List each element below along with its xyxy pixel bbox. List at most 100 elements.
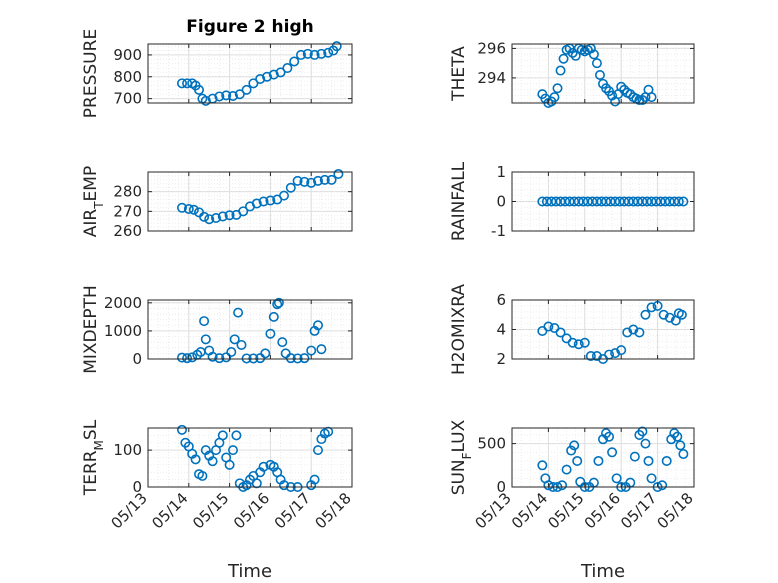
data-point — [637, 426, 648, 437]
y-tick-label: 1000 — [104, 322, 142, 340]
data-point — [678, 196, 689, 207]
y-axis-label: PRESSURE — [81, 29, 101, 118]
y-label-base: SUN — [449, 459, 469, 495]
data-point — [549, 92, 560, 103]
data-point — [248, 353, 259, 364]
data-point — [607, 447, 618, 458]
x-tick-label: 05/15 — [189, 489, 232, 532]
data-point — [672, 431, 683, 442]
data-point — [616, 345, 627, 356]
data-point — [646, 302, 657, 313]
axes-box — [511, 43, 695, 104]
data-point — [323, 426, 334, 437]
data-point — [224, 459, 235, 470]
data-point — [537, 460, 548, 471]
data-point — [594, 69, 605, 80]
data-point — [255, 73, 266, 84]
y-label-base: TERR — [81, 450, 101, 496]
y-tick-label: 800 — [113, 68, 142, 86]
subplot-pressure: 700 800 900 PRESSURE Figure 2 high — [81, 17, 353, 118]
x-tick-label: 05/16 — [581, 489, 624, 532]
data-point — [676, 309, 687, 320]
data-point — [567, 337, 578, 348]
subplot-rainfall: -1 0 1 RAINFALL — [449, 161, 695, 241]
subplot-theta: 294 296 THETA — [449, 39, 695, 109]
y-tick-label: 0 — [496, 478, 506, 496]
y-tick-label: 260 — [113, 222, 142, 240]
data-point — [282, 63, 293, 74]
data-point — [658, 309, 669, 320]
data-point — [634, 95, 645, 106]
data-point — [285, 353, 296, 364]
data-point — [664, 312, 675, 323]
data-point — [182, 353, 193, 364]
data-point — [591, 58, 602, 69]
data-point — [265, 195, 276, 206]
y-tick-label: 2 — [496, 350, 506, 368]
y-tick-label: 900 — [113, 46, 142, 64]
y-tick-label: 500 — [477, 435, 506, 453]
y-tick-label: 270 — [113, 202, 142, 220]
y-label-rest: EMP — [81, 166, 101, 202]
data-point — [251, 478, 262, 489]
axes-box — [511, 427, 695, 488]
subplot-h2omixra: 2 4 6 H2OMIXRA — [449, 284, 695, 375]
data-point — [604, 431, 615, 442]
chart-title: Figure 2 high — [186, 17, 314, 37]
data-point — [265, 328, 276, 339]
data-point — [285, 182, 296, 193]
data-point — [569, 440, 580, 451]
data-point — [557, 480, 568, 491]
x-tick-label: 05/15 — [544, 489, 587, 532]
data-point — [628, 324, 639, 335]
data-point — [226, 346, 237, 357]
y-tick-label: -1 — [491, 222, 506, 240]
data-point — [326, 174, 337, 185]
x-tick-label: 05/18 — [312, 489, 355, 532]
y-label-subscript: T — [92, 201, 106, 210]
data-point — [306, 177, 317, 188]
y-tick-label: 296 — [477, 39, 506, 57]
y-axis-label: MIXDEPTH — [81, 285, 101, 374]
data-point — [543, 321, 554, 332]
data-point — [637, 95, 648, 106]
y-tick-label: 1 — [496, 163, 506, 181]
x-tick-label: 05/16 — [230, 489, 273, 532]
y-tick-label: 294 — [477, 69, 506, 87]
data-point — [258, 461, 269, 472]
x-tick-label: 05/13 — [472, 489, 515, 532]
data-point — [312, 445, 323, 456]
data-point — [295, 49, 306, 60]
axes-box — [147, 171, 353, 232]
y-axis-label: AIRTEMP — [81, 166, 106, 237]
data-point — [552, 83, 563, 94]
data-point — [640, 438, 651, 449]
x-axis-label: Time — [580, 561, 625, 582]
data-point — [273, 297, 284, 308]
data-point — [299, 353, 310, 364]
data-point — [214, 353, 225, 364]
data-point — [177, 352, 188, 363]
data-point — [200, 334, 211, 345]
data-point — [643, 455, 654, 466]
plot-area — [512, 44, 694, 103]
axes-box — [147, 427, 353, 488]
y-tick-label: 2000 — [104, 294, 142, 312]
data-point — [200, 95, 211, 106]
data-point — [268, 311, 279, 322]
data-point — [177, 78, 188, 89]
data-point — [561, 464, 572, 475]
data-point — [234, 89, 245, 100]
data-point — [236, 339, 247, 350]
data-point — [323, 47, 334, 58]
data-point — [312, 175, 323, 186]
data-point — [319, 174, 330, 185]
y-tick-label: 700 — [113, 90, 142, 108]
data-point — [199, 211, 210, 222]
x-axis-label: Time — [227, 561, 272, 582]
data-point — [211, 213, 222, 224]
data-point — [306, 345, 317, 356]
y-axis-label: RAINFALL — [449, 161, 469, 241]
data-point — [555, 65, 566, 76]
